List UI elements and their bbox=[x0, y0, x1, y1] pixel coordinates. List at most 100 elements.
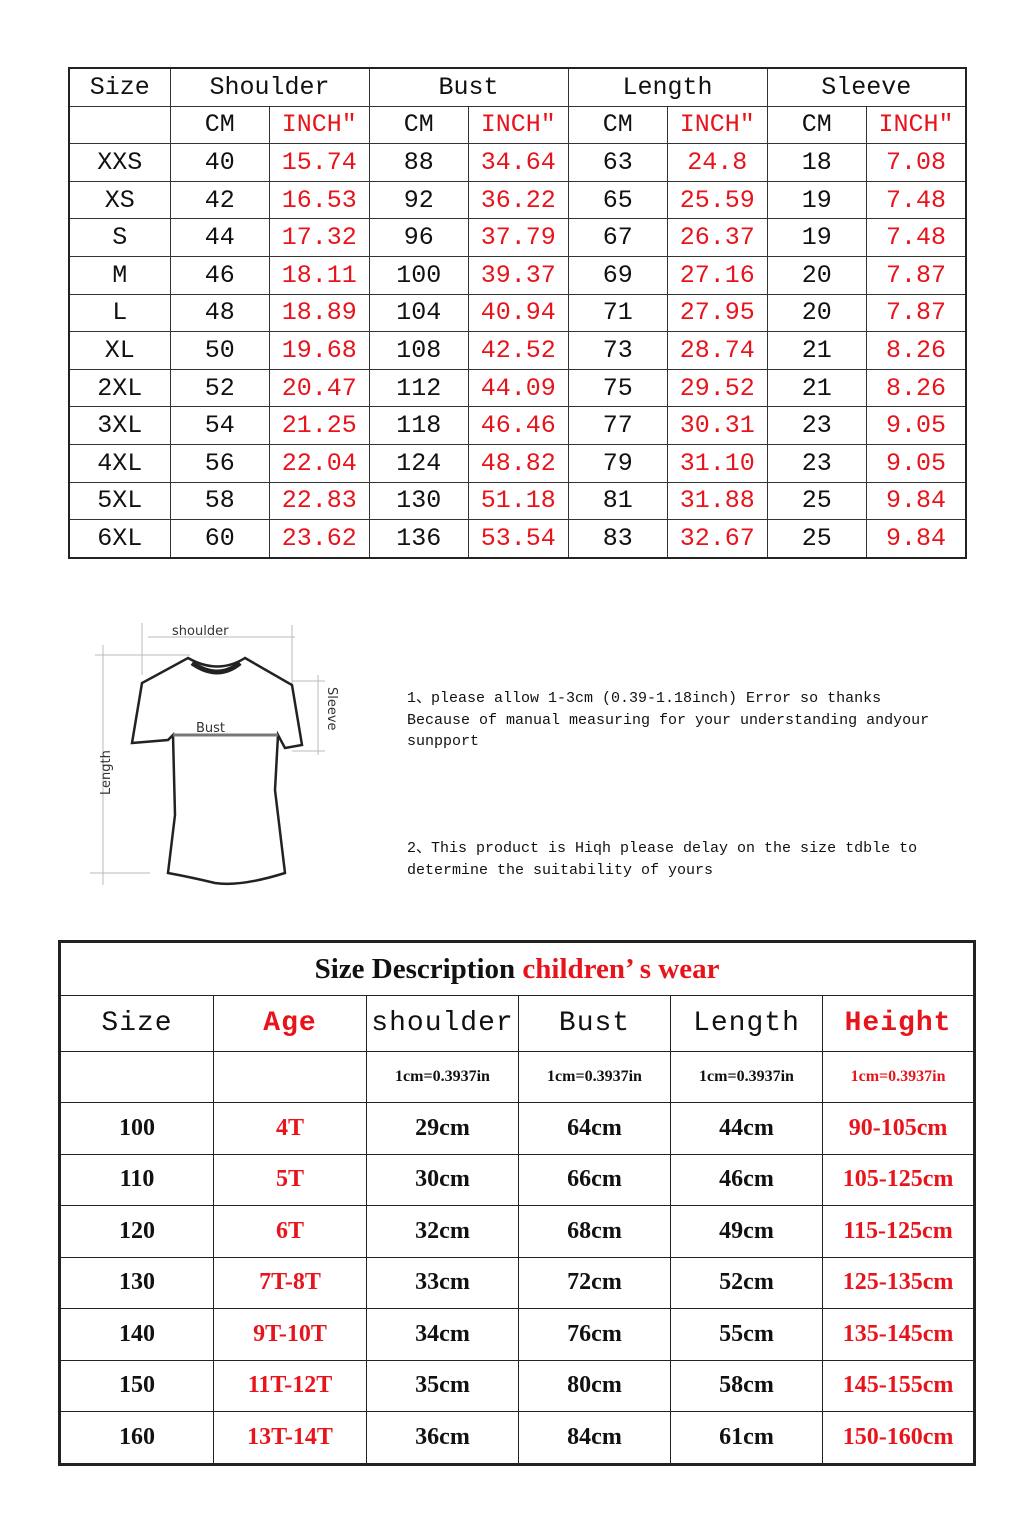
inch-value: 44.09 bbox=[468, 368, 569, 408]
inch-value: 17.32 bbox=[269, 218, 370, 257]
inch-value: 16.53 bbox=[269, 180, 370, 220]
inch-value: 36.22 bbox=[468, 180, 569, 220]
bust-cell: 66cm bbox=[518, 1153, 671, 1206]
inch-value: 8.26 bbox=[866, 331, 967, 370]
age-cell: 7T-8T bbox=[213, 1256, 367, 1309]
cm-value: 25 bbox=[766, 481, 868, 521]
cm-value: 54 bbox=[169, 406, 270, 445]
shoulder-cell: 32cm bbox=[366, 1205, 519, 1258]
bust-cell: 72cm bbox=[518, 1256, 671, 1309]
inch-value: 25.59 bbox=[667, 180, 768, 220]
size-cell: XXS bbox=[68, 143, 171, 182]
column-header: Bust bbox=[368, 67, 569, 107]
size-cell: 160 bbox=[59, 1411, 214, 1465]
inch-value: 46.46 bbox=[468, 406, 569, 445]
cm-value: 48 bbox=[169, 293, 270, 333]
unit-cell: 1cm=0.3937in bbox=[366, 1051, 519, 1103]
cm-value: 92 bbox=[368, 180, 469, 220]
column-header: Shoulder bbox=[169, 67, 370, 107]
cm-value: 136 bbox=[368, 519, 469, 559]
inch-value: 7.87 bbox=[866, 293, 967, 333]
cm-value: 71 bbox=[567, 293, 669, 333]
height-cell: 145-155cm bbox=[821, 1359, 976, 1412]
inch-value: 18.11 bbox=[269, 255, 370, 295]
column-header: Length bbox=[670, 995, 823, 1052]
inch-value: 7.87 bbox=[866, 255, 967, 295]
figure-sleeve-label: Sleeve bbox=[324, 687, 339, 731]
adult-size-table: Size Shoulder Bust Length Sleeve CM INCH″ CM INC… bbox=[68, 67, 968, 559]
cm-value: 46 bbox=[169, 255, 270, 295]
size-note-2: 2、This product is Hiqh please delay on t… bbox=[407, 838, 987, 881]
age-cell: 9T-10T bbox=[213, 1308, 367, 1361]
length-cell: 58cm bbox=[670, 1359, 823, 1412]
inch-value: 7.48 bbox=[866, 180, 967, 220]
size-cell: M bbox=[68, 255, 171, 295]
inch-value: 24.8 bbox=[667, 143, 768, 182]
cm-value: 104 bbox=[368, 293, 469, 333]
table-row: 6XL 60 23.62 136 53.54 83 32.67 25 9.84 bbox=[68, 519, 967, 559]
length-cell: 46cm bbox=[670, 1153, 823, 1206]
note-line: 2、This product is Hiqh please delay on t… bbox=[407, 840, 918, 857]
size-note-1: 1、please allow 1-3cm (0.39-1.18inch) Err… bbox=[407, 688, 987, 753]
inch-value: 27.16 bbox=[667, 255, 768, 295]
inch-value: 32.67 bbox=[667, 519, 768, 559]
figure-length-label: Length bbox=[99, 750, 114, 795]
size-cell: L bbox=[68, 293, 171, 333]
cm-value: 18 bbox=[766, 143, 868, 182]
age-cell: 13T-14T bbox=[213, 1411, 367, 1465]
length-cell: 44cm bbox=[670, 1102, 823, 1155]
unit-inch-header: INCH″ bbox=[667, 105, 768, 145]
figure-bust-label: Bust bbox=[196, 721, 225, 736]
tshirt-icon: shoulder Bust Length Sleeve bbox=[90, 623, 339, 886]
column-header: Height bbox=[821, 995, 976, 1052]
table-row: 3XL 54 21.25 118 46.46 77 30.31 23 9.05 bbox=[68, 406, 967, 445]
height-cell: 105-125cm bbox=[821, 1153, 976, 1206]
cm-value: 81 bbox=[567, 481, 669, 521]
inch-value: 23.62 bbox=[269, 519, 370, 559]
kids-unit-row: 1cm=0.3937in 1cm=0.3937in 1cm=0.3937in 1cm=… bbox=[59, 1051, 976, 1103]
table-row: S 44 17.32 96 37.79 67 26.37 19 7.48 bbox=[68, 218, 967, 257]
cm-value: 19 bbox=[766, 218, 868, 257]
table-row: XS 42 16.53 92 36.22 65 25.59 19 7.48 bbox=[68, 180, 967, 220]
table-row: 150 11T-12T 35cm 80cm 58cm 145-155cm bbox=[59, 1359, 976, 1412]
length-cell: 55cm bbox=[670, 1308, 823, 1361]
cm-value: 108 bbox=[368, 331, 469, 370]
bust-cell: 84cm bbox=[518, 1411, 671, 1465]
cm-value: 23 bbox=[766, 443, 868, 483]
table-row: 120 6T 32cm 68cm 49cm 115-125cm bbox=[59, 1205, 976, 1258]
cm-value: 69 bbox=[567, 255, 669, 295]
cm-value: 58 bbox=[169, 481, 270, 521]
inch-value: 37.79 bbox=[468, 218, 569, 257]
table-row: XL 50 19.68 108 42.52 73 28.74 21 8.26 bbox=[68, 331, 967, 370]
note-line: determine the suitability of yours bbox=[407, 861, 714, 879]
unit-cell: 1cm=0.3937in bbox=[670, 1051, 823, 1103]
cm-value: 67 bbox=[567, 218, 669, 257]
length-cell: 52cm bbox=[670, 1256, 823, 1309]
cm-value: 79 bbox=[567, 443, 669, 483]
size-cell: 3XL bbox=[68, 406, 171, 445]
inch-value: 7.08 bbox=[866, 143, 967, 182]
size-cell: 5XL bbox=[68, 481, 171, 521]
inch-value: 21.25 bbox=[269, 406, 370, 445]
unit-cell bbox=[59, 1051, 214, 1103]
shoulder-cell: 34cm bbox=[366, 1308, 519, 1361]
cm-value: 52 bbox=[169, 368, 270, 408]
unit-cell: 1cm=0.3937in bbox=[821, 1051, 976, 1103]
inch-value: 40.94 bbox=[468, 293, 569, 333]
column-header: Age bbox=[213, 995, 367, 1052]
bust-cell: 76cm bbox=[518, 1308, 671, 1361]
cm-value: 42 bbox=[169, 180, 270, 220]
table-row: 160 13T-14T 36cm 84cm 61cm 150-160cm bbox=[59, 1411, 976, 1465]
height-cell: 115-125cm bbox=[821, 1205, 976, 1258]
table-row: 4XL 56 22.04 124 48.82 79 31.10 23 9.05 bbox=[68, 443, 967, 483]
table-row: 5XL 58 22.83 130 51.18 81 31.88 25 9.84 bbox=[68, 481, 967, 521]
inch-value: 30.31 bbox=[667, 406, 768, 445]
inch-value: 53.54 bbox=[468, 519, 569, 559]
note-line: 1、please allow 1-3cm (0.39-1.18inch) Err… bbox=[407, 690, 882, 707]
unit-cm-header: CM bbox=[567, 105, 669, 145]
inch-value: 9.05 bbox=[866, 443, 967, 483]
cm-value: 96 bbox=[368, 218, 469, 257]
size-cell: 6XL bbox=[68, 519, 171, 559]
inch-value: 26.37 bbox=[667, 218, 768, 257]
cm-value: 60 bbox=[169, 519, 270, 559]
